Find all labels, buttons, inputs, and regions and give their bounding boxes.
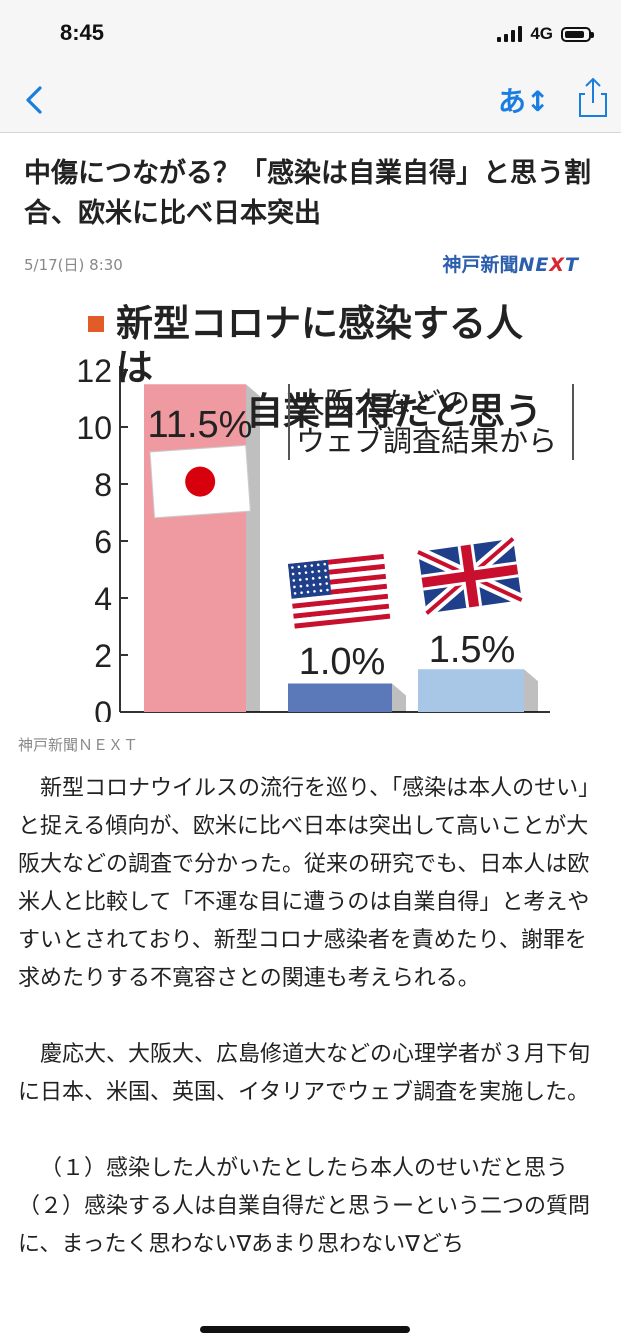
source-logo-suffix: NEXT bbox=[518, 254, 579, 276]
signal-icon bbox=[497, 26, 523, 42]
japan-flag-icon bbox=[149, 444, 251, 519]
y-tick-label: 4 bbox=[94, 581, 112, 617]
back-button[interactable] bbox=[22, 82, 52, 118]
y-tick-label: 6 bbox=[94, 524, 112, 560]
bar bbox=[288, 683, 392, 712]
article-chart-image[interactable]: 0 2 4 6 8 10 12 11.5% 1.0% 1.5% 新型コロナに感染する人は 自業自得… bbox=[60, 292, 574, 722]
chart-subtitle: 大阪大などの ウェブ調査結果から bbox=[288, 384, 574, 460]
chart-title-line-1: 新型コロナに感染する人は bbox=[116, 302, 523, 389]
image-caption: 神戸新聞ＮＥＸＴ bbox=[18, 736, 139, 754]
battery-icon bbox=[561, 26, 594, 42]
bar-overlay bbox=[418, 669, 524, 712]
share-icon bbox=[579, 77, 607, 117]
status-bar: 8:45 4G bbox=[0, 0, 621, 62]
source-logo[interactable]: 神戸新聞NEXT bbox=[442, 250, 579, 277]
article-date: 5/17(日) 8:30 bbox=[24, 256, 123, 274]
home-indicator bbox=[200, 1326, 410, 1333]
data-label: 11.5% bbox=[148, 404, 253, 446]
chevron-left-icon bbox=[26, 86, 42, 114]
bar-side bbox=[524, 669, 538, 712]
bar-side bbox=[392, 683, 406, 712]
share-button[interactable] bbox=[576, 76, 610, 120]
chart-title-line-2: 自業自得だと思う bbox=[246, 390, 542, 433]
article-body: 新型コロナウイルスの流行を巡り、「感染は本人のせい」と捉える傾向が、欧米に比べ日… bbox=[18, 770, 594, 1302]
usa-flag-icon bbox=[288, 553, 391, 629]
uk-flag-icon bbox=[415, 534, 525, 618]
y-tick-label: 0 bbox=[94, 695, 112, 722]
article-paragraph: 新型コロナウイルスの流行を巡り、「感染は本人のせい」と捉える傾向が、欧米に比べ日… bbox=[18, 776, 590, 991]
y-tick-label: 8 bbox=[94, 467, 112, 503]
legend-marker bbox=[88, 316, 104, 332]
y-tick-label: 10 bbox=[76, 410, 112, 446]
article-paragraph: （１）感染した人がいたとしたら本人のせいだと思う（２）感染する人は自業自得だと思… bbox=[18, 1156, 591, 1257]
status-indicators: 4G bbox=[497, 22, 594, 46]
data-label: 1.5% bbox=[429, 629, 516, 671]
nav-bar: あ↕ bbox=[0, 62, 621, 133]
network-type: 4G bbox=[530, 24, 553, 43]
bar bbox=[144, 384, 246, 712]
article-paragraph: 慶応大、大阪大、広島修道大などの心理学者が３月下旬に日本、米国、英国、イタリアで… bbox=[18, 1042, 591, 1105]
chart-subtitle-line-1: 大阪大などの bbox=[296, 386, 471, 420]
status-time: 8:45 bbox=[60, 20, 105, 45]
bar-side bbox=[246, 384, 260, 712]
bar bbox=[418, 669, 524, 712]
y-tick-label: 12 bbox=[76, 353, 112, 389]
article-headline: 中傷につながる？「感染は自業自得」と思う割合、欧米に比べ日本突出 bbox=[24, 158, 591, 229]
chart-subtitle-line-2: ウェブ調査結果から bbox=[296, 424, 558, 458]
battery-level bbox=[565, 30, 584, 38]
data-label: 1.0% bbox=[299, 641, 386, 683]
chart-title: 新型コロナに感染する人は 自業自得だと思う bbox=[116, 302, 556, 434]
bar-overlay bbox=[288, 684, 392, 713]
bar-chart: 0 2 4 6 8 10 12 11.5% 1.0% 1.5% bbox=[76, 353, 550, 722]
font-size-button[interactable]: あ↕ bbox=[498, 85, 550, 118]
y-tick-label: 2 bbox=[94, 638, 112, 674]
source-logo-name: 神戸新聞 bbox=[442, 254, 519, 276]
